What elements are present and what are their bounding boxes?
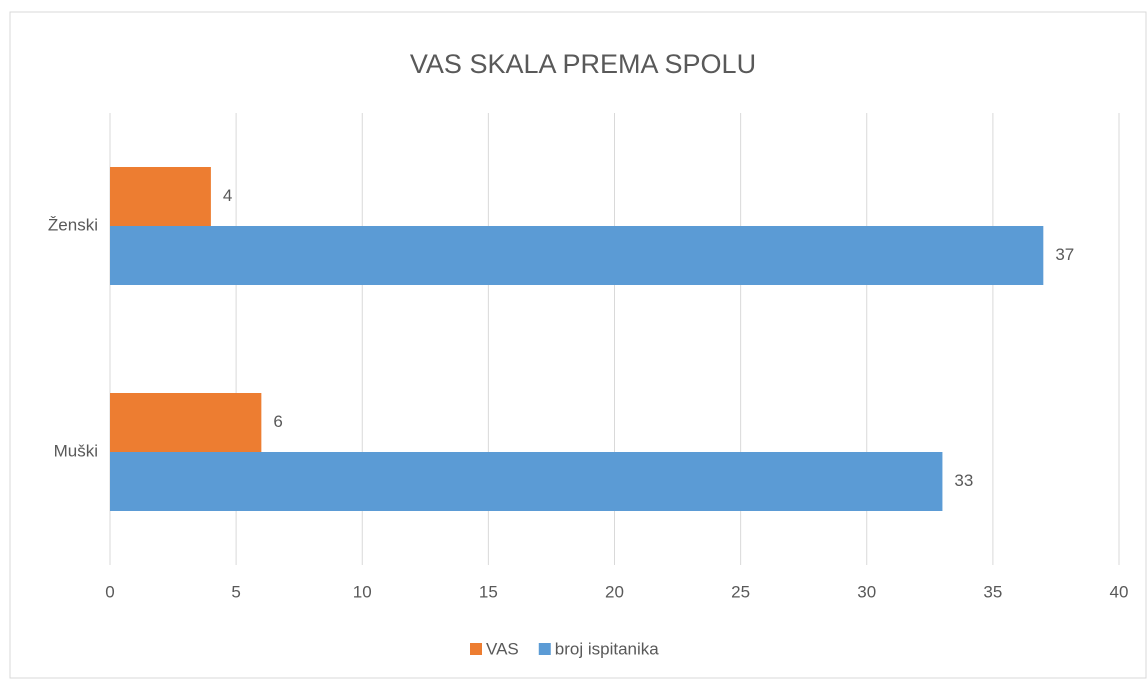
chart-frame: [9, 11, 1147, 679]
bar: [110, 452, 943, 511]
y-tick-label: Muški: [54, 441, 98, 460]
bar: [110, 167, 211, 226]
x-tick-label: 20: [605, 582, 624, 601]
x-tick-label: 30: [857, 582, 876, 601]
y-tick-label: Ženski: [48, 215, 98, 234]
x-tick-label: 15: [479, 582, 498, 601]
data-label: 37: [1055, 245, 1074, 264]
x-tick-label: 35: [983, 582, 1002, 601]
bar: [110, 393, 262, 452]
x-tick-label: 0: [105, 582, 114, 601]
x-tick-label: 40: [1110, 582, 1129, 601]
data-label: 6: [273, 412, 282, 431]
x-tick-label: 5: [231, 582, 240, 601]
x-tick-label: 25: [731, 582, 750, 601]
x-tick-label: 10: [353, 582, 372, 601]
bar: [110, 226, 1044, 285]
data-label: 4: [223, 186, 232, 205]
legend-label: broj ispitanika: [555, 639, 659, 658]
legend-label: VAS: [486, 639, 519, 658]
legend-swatch: [538, 643, 551, 655]
legend-swatch: [470, 643, 482, 655]
data-label: 33: [954, 471, 973, 490]
chart-title: VAS SKALA PREMA SPOLU: [410, 49, 756, 79]
